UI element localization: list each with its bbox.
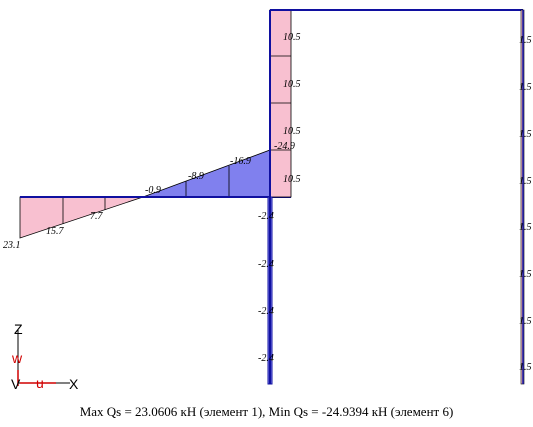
axis-w-label: w <box>11 350 23 366</box>
upper-column-labels: 10.5 10.5 10.5 10.5 <box>283 32 301 185</box>
label-right-2: 1.5 <box>519 82 532 93</box>
axes-icon: Z w u X V <box>11 321 79 392</box>
label-right-7: 1.5 <box>519 316 532 327</box>
label-col-up-2: 10.5 <box>283 79 301 90</box>
label-col-low-1: -2.4 <box>258 211 274 222</box>
result-caption: Max Qs = 23.0606 кН (элемент 1), Min Qs … <box>79 404 454 419</box>
axis-x-label: X <box>69 376 79 392</box>
label-col-up-1: 10.5 <box>283 32 301 43</box>
left-beam-positive-area <box>19 196 144 239</box>
label-right-6: 1.5 <box>519 269 532 280</box>
label-right-3: 1.5 <box>519 129 532 140</box>
label-right-4: 1.5 <box>519 176 532 187</box>
label-left-2: 15.7 <box>46 226 65 237</box>
axis-v-mark: V <box>11 376 21 392</box>
label-right-8: 1.5 <box>519 362 532 373</box>
label-left-7: -24.9 <box>274 141 295 152</box>
label-right-1: 1.5 <box>519 35 532 46</box>
left-beam-labels: 23.1 15.7 7.7 -0.9 -8.9 -16.9 -24.9 <box>3 141 295 251</box>
upper-column-section-lines <box>270 55 291 151</box>
label-col-up-3: 10.5 <box>283 126 301 137</box>
lower-column-labels: -2.4 -2.4 -2.4 -2.4 <box>258 211 274 364</box>
right-column-labels: 1.5 1.5 1.5 1.5 1.5 1.5 1.5 1.5 <box>519 35 532 373</box>
label-right-5: 1.5 <box>519 222 532 233</box>
left-beam-section-lines <box>62 166 230 224</box>
label-col-low-3: -2.4 <box>258 306 274 317</box>
label-col-low-4: -2.4 <box>258 353 274 364</box>
label-left-4: -0.9 <box>145 185 161 196</box>
left-beam-negative-area <box>142 149 271 198</box>
axis-z-label: Z <box>14 321 23 337</box>
label-col-low-2: -2.4 <box>258 259 274 270</box>
label-left-3: 7.7 <box>90 211 104 222</box>
label-left-6: -16.9 <box>230 156 251 167</box>
label-col-up-4: 10.5 <box>283 174 301 185</box>
label-left-5: -8.9 <box>188 171 204 182</box>
label-left-1: 23.1 <box>3 240 21 251</box>
